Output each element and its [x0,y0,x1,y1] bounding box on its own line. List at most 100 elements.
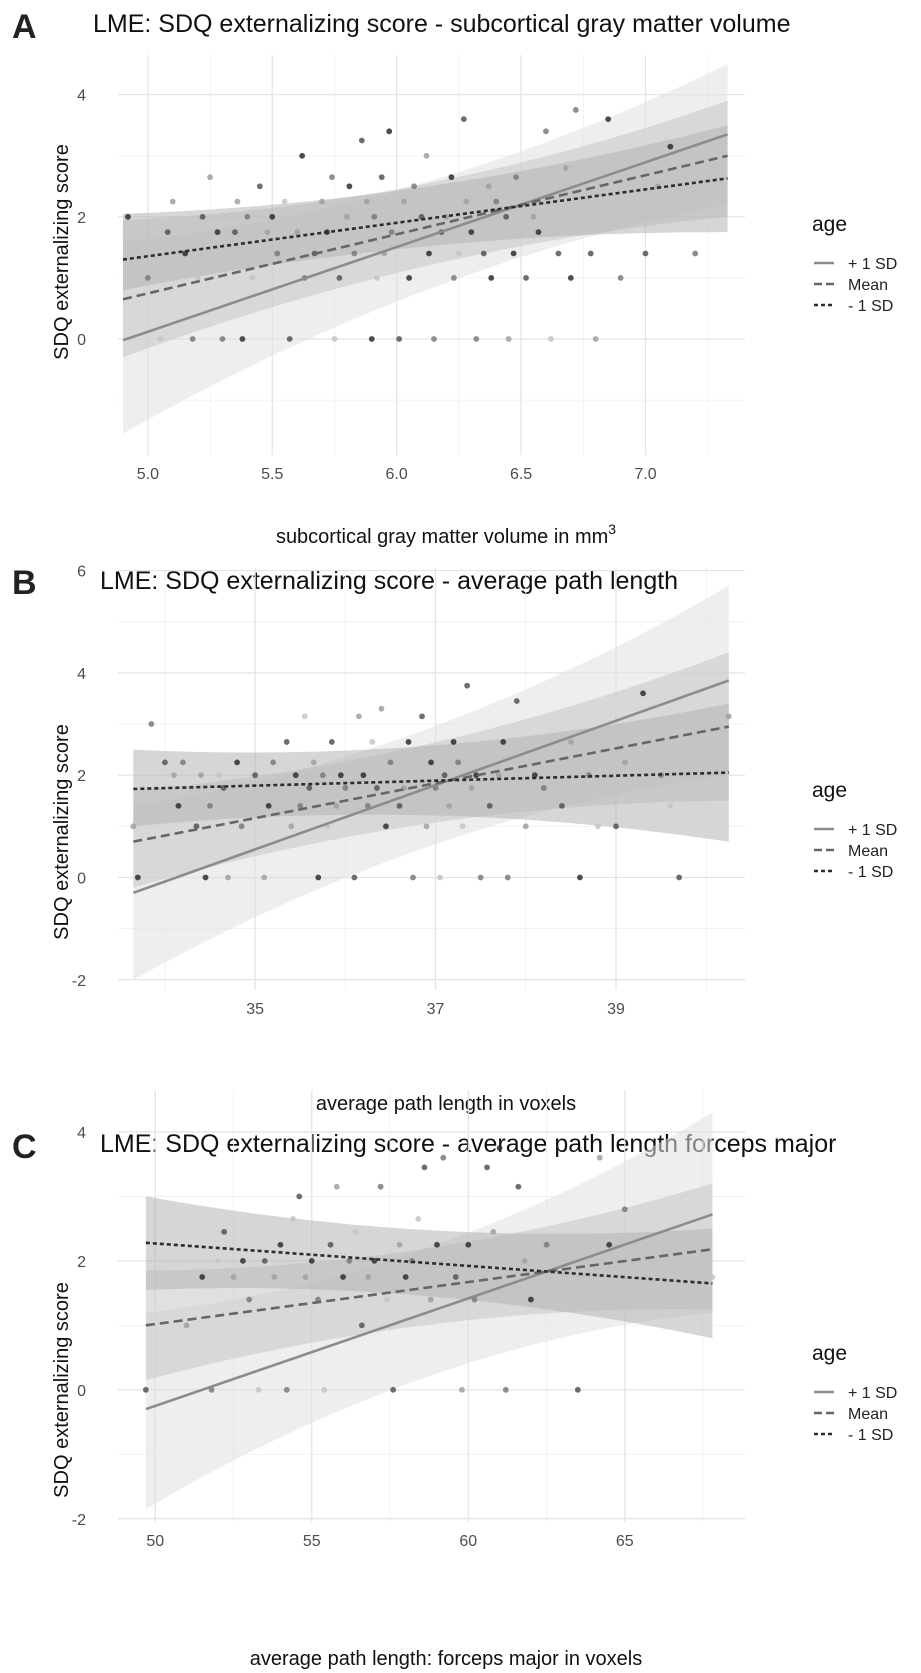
data-point-c [296,1193,303,1200]
data-point-c [402,1274,409,1280]
data-point-a [667,143,674,150]
x-tick-label-a: 5.5 [261,466,283,483]
data-point-b [319,772,326,779]
data-point-c [142,1386,149,1393]
data-point-a [363,198,370,205]
data-point-c [574,1386,581,1393]
regression-line-plus-1sd-c [145,1213,713,1411]
data-point-a [572,107,579,113]
data-point-c [434,1241,440,1248]
data-point-b [455,759,462,766]
data-point-b [428,759,434,766]
x-tick-label-b: 39 [607,1001,625,1018]
data-point-b [202,874,209,881]
data-point-a [455,250,462,257]
data-point-a [346,183,353,190]
data-point-c [214,1257,221,1264]
x-axis-label-b: average path length in voxels [316,1093,576,1115]
data-point-a [493,198,500,205]
data-point-a [232,229,238,235]
data-point-b [193,823,200,830]
x-tick-label-a: 6.0 [386,466,408,483]
y-tick-label-c: 4 [77,1125,86,1142]
data-point-a [368,336,375,342]
plot-area-c: 50 55 60 65 -2 0 2 4 [72,1090,745,1550]
data-point-a [358,137,365,144]
data-point-b [567,739,574,745]
data-point-b [374,785,380,791]
data-point-b [577,874,583,881]
data-point-c [340,1274,346,1280]
data-point-b [595,823,601,830]
legend-label-mean-c: Mean [848,1406,888,1423]
data-point-a [164,229,171,235]
data-point-a [319,198,325,205]
legend-label-minus-1sd-c: - 1 SD [848,1427,893,1444]
data-point-a [473,336,480,342]
data-point-c [261,1257,268,1264]
data-point-b [337,772,344,779]
data-point-c [496,1145,503,1151]
data-point-c [446,1257,453,1264]
data-point-b [130,823,137,830]
data-point-a [450,275,457,281]
panel-letter-a: A [12,8,37,46]
data-point-a [617,275,624,281]
data-point-b [134,874,141,881]
data-point-a [373,275,380,281]
data-point-b [342,785,349,791]
data-point-b [351,874,358,881]
data-point-c [199,1274,206,1280]
legend-label-minus-1sd-b: - 1 SD [848,864,893,881]
data-point-b [207,802,213,809]
data-point-b [148,721,155,727]
data-point-b [405,739,412,745]
data-point-a [463,198,470,205]
data-point-b [473,772,480,779]
regression-line-minus-1sd-b [133,771,729,791]
data-point-b [509,785,516,791]
data-point-a [169,198,176,205]
data-point-a [543,128,549,135]
data-point-b [450,739,457,745]
data-point-a [411,183,417,190]
data-point-a [692,250,699,257]
data-point-b [346,759,353,766]
data-point-a [294,229,301,235]
regression-line-mean-a [122,154,728,301]
x-axis-label-a-superscript: 3 [608,521,616,537]
panel-letter-b: B [12,564,37,602]
data-point-b [459,823,466,830]
legend-b: age + 1 SD Mean - 1 SD [812,779,897,881]
legend-label-plus-1sd-a: + 1 SD [848,256,897,273]
y-tick-label-c: -2 [72,1512,86,1529]
data-point-a [436,198,442,205]
y-tick-label-b: -2 [72,973,86,990]
data-point-b [369,739,376,745]
data-point-b [261,874,268,881]
data-point-c [606,1241,613,1248]
legend-label-plus-1sd-c: + 1 SD [848,1385,897,1402]
data-point-a [144,275,151,281]
data-point-a [189,336,196,342]
regression-line-minus-1sd-a [122,177,728,261]
data-point-b [328,739,335,745]
data-point-b [540,785,547,791]
data-point-a [401,198,408,205]
confidence-band-minus-1sd-c [145,1196,713,1339]
data-point-a [630,198,636,205]
data-point-a [393,213,400,220]
data-point-a [580,213,587,220]
data-point-b [283,739,290,745]
data-point-b [355,713,362,720]
data-point-b [414,772,421,779]
data-point-b [175,802,182,809]
data-point-a [548,336,554,342]
data-point-b [725,713,732,720]
data-point-b [234,759,240,766]
x-tick-label-b: 35 [246,1001,264,1018]
data-point-a [199,213,206,220]
x-tick-label-b: 37 [427,1001,445,1018]
data-point-c [333,1183,340,1190]
x-tick-label-c: 60 [459,1533,477,1550]
